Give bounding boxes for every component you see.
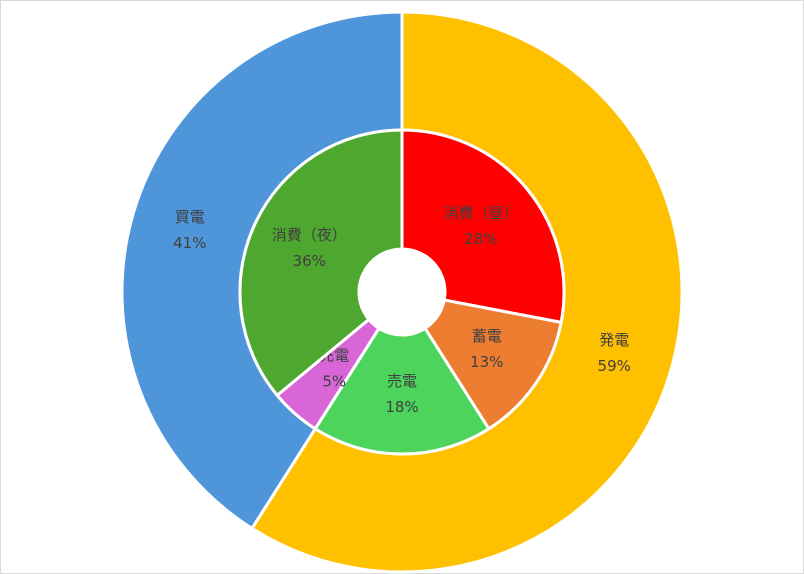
slice-label: 消費（夜） [272,226,347,244]
slice-value-label: 5% [322,372,346,390]
slice [422,298,563,431]
slice-value-label: 36% [293,252,326,270]
slice-label: 売電 [387,372,417,390]
slice [313,326,491,456]
slice-value-label: 41% [173,234,206,252]
slice-value-label: 13% [470,353,503,371]
slice-label: 蓄電 [472,327,502,345]
slice-label: 発電 [599,331,629,349]
slice-value-label: 28% [464,230,497,248]
slice-label: 買電 [175,208,205,226]
slice [238,128,404,398]
slice [400,128,566,325]
slice-value-label: 59% [598,357,631,375]
slice-label: 消費（昼） [443,204,518,222]
slice-value-label: 18% [385,398,418,416]
